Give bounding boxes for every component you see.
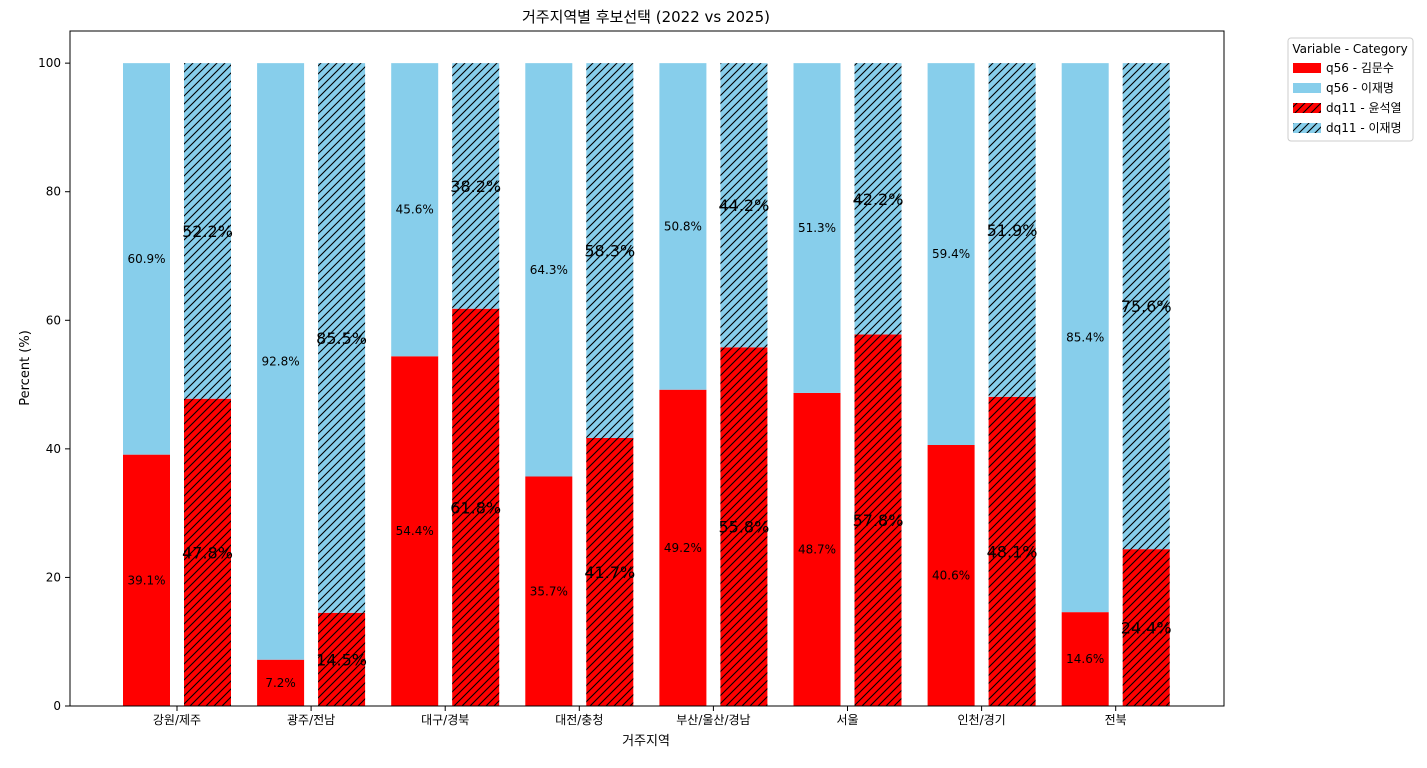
x-tick-label: 광주/전남 — [287, 713, 335, 727]
bar-segment — [525, 63, 573, 477]
legend-label: dq11 - 윤석열 — [1326, 101, 1402, 115]
bar-segment — [257, 659, 305, 706]
chart-title: 거주지역별 후보선택 (2022 vs 2025) — [522, 8, 770, 26]
x-tick-label: 강원/제주 — [153, 713, 201, 727]
data-label: 85.5% — [316, 329, 367, 348]
legend-swatch — [1293, 83, 1321, 93]
bar-hatch — [1122, 549, 1170, 706]
x-axis-label: 거주지역 — [622, 734, 670, 749]
bar-hatch — [988, 63, 1036, 397]
data-label: 59.4% — [932, 247, 970, 261]
bar-hatch — [452, 308, 500, 706]
x-tick-label: 서울 — [836, 713, 858, 727]
legend-swatch-hatch — [1293, 123, 1321, 133]
data-label: 48.1% — [987, 542, 1038, 561]
data-label: 75.6% — [1121, 297, 1172, 316]
bar-hatch — [452, 63, 500, 309]
legend-entries: q56 - 김문수 q56 - 이재명 dq11 - 윤석열 dq11 - 이재명 — [1293, 61, 1402, 135]
bar-hatch — [318, 612, 366, 706]
bar-segment — [525, 476, 573, 706]
plot-frame — [69, 30, 1225, 707]
bar-segment — [123, 63, 170, 455]
x-tick-label: 대전/충청 — [555, 713, 603, 727]
bar-hatch — [720, 347, 768, 706]
bar-hatch — [854, 334, 902, 706]
data-label: 48.7% — [798, 542, 836, 556]
y-tick-label: 0 — [53, 699, 61, 713]
bar-segment — [793, 63, 841, 393]
bar-segment — [793, 392, 841, 706]
data-label: 39.1% — [127, 573, 165, 587]
bar-hatch — [586, 63, 634, 438]
data-label: 38.2% — [450, 177, 501, 196]
bar-segment — [123, 454, 170, 706]
x-axis: 강원/제주 광주/전남 대구/경북 대전/충청 부산/울산/경남 서울 인천/경기 전북 — [153, 706, 1127, 727]
data-label: 49.2% — [664, 541, 702, 555]
y-tick-label: 100 — [38, 56, 61, 70]
data-label: 57.8% — [853, 511, 904, 530]
data-label: 14.6% — [1066, 652, 1104, 666]
bar-segment — [391, 63, 439, 357]
data-label: 40.6% — [932, 569, 970, 583]
data-label: 47.8% — [182, 543, 233, 562]
y-axis-label: Percent (%) — [18, 330, 33, 406]
y-tick-label: 60 — [46, 313, 61, 327]
bar-hatch — [184, 398, 231, 706]
data-label: 45.6% — [396, 203, 434, 217]
data-label: 58.3% — [584, 242, 635, 261]
bar-segment — [391, 356, 439, 706]
legend-label: dq11 - 이재명 — [1326, 121, 1402, 135]
bar-segment — [1061, 63, 1109, 613]
data-label: 60.9% — [127, 252, 165, 266]
bar-hatch — [184, 63, 231, 399]
bar-hatch — [854, 63, 902, 335]
data-label: 7.2% — [265, 676, 296, 690]
data-label: 44.2% — [718, 196, 769, 215]
plot-area: 39.1% 60.9% 47.8% 52.2% 7.2% 92.8% 14.5% 85.5% 5… — [123, 63, 1172, 706]
y-tick-label: 20 — [46, 570, 61, 584]
data-label: 61.8% — [450, 498, 501, 517]
data-label: 55.8% — [718, 518, 769, 537]
legend: Variable - Category q56 - 김문수 q56 - 이재명 dq… — [1287, 37, 1414, 142]
x-tick-label: 인천/경기 — [957, 712, 1005, 727]
bar-hatch — [586, 437, 634, 706]
bar-segment — [927, 445, 975, 706]
bar-segment — [659, 389, 707, 706]
bar-hatch — [1122, 63, 1170, 550]
bar-segment — [659, 63, 707, 390]
bar-segment — [257, 63, 305, 660]
x-tick-label: 전북 — [1105, 713, 1127, 727]
bar-segment — [927, 63, 975, 446]
bar-segment — [1061, 612, 1109, 706]
data-label: 50.8% — [664, 219, 702, 233]
legend-swatch — [1293, 63, 1321, 73]
data-label: 24.4% — [1121, 619, 1172, 638]
x-tick-label: 부산/울산/경남 — [676, 713, 750, 727]
data-label: 52.2% — [182, 222, 233, 241]
data-label: 35.7% — [530, 584, 568, 598]
data-label: 51.3% — [798, 221, 836, 235]
legend-swatch-hatch — [1293, 103, 1321, 113]
y-axis: 0 20 40 60 80 100 — [38, 56, 70, 713]
bar-hatch — [318, 63, 366, 613]
data-label: 54.4% — [396, 524, 434, 538]
data-label: 85.4% — [1066, 331, 1104, 345]
x-tick-label: 대구/경북 — [421, 713, 469, 727]
data-label: 64.3% — [530, 263, 568, 277]
y-tick-label: 40 — [46, 442, 61, 456]
y-tick-label: 80 — [46, 185, 61, 199]
legend-title: Variable - Category — [1292, 42, 1407, 56]
data-label: 42.2% — [853, 190, 904, 209]
bar-hatch — [720, 63, 768, 348]
data-label: 92.8% — [262, 354, 300, 368]
legend-label: q56 - 김문수 — [1326, 61, 1394, 75]
bar-hatch — [988, 396, 1036, 706]
data-label: 41.7% — [584, 563, 635, 582]
data-label: 51.9% — [987, 221, 1038, 240]
data-label: 14.5% — [316, 650, 367, 669]
legend-label: q56 - 이재명 — [1326, 81, 1394, 95]
